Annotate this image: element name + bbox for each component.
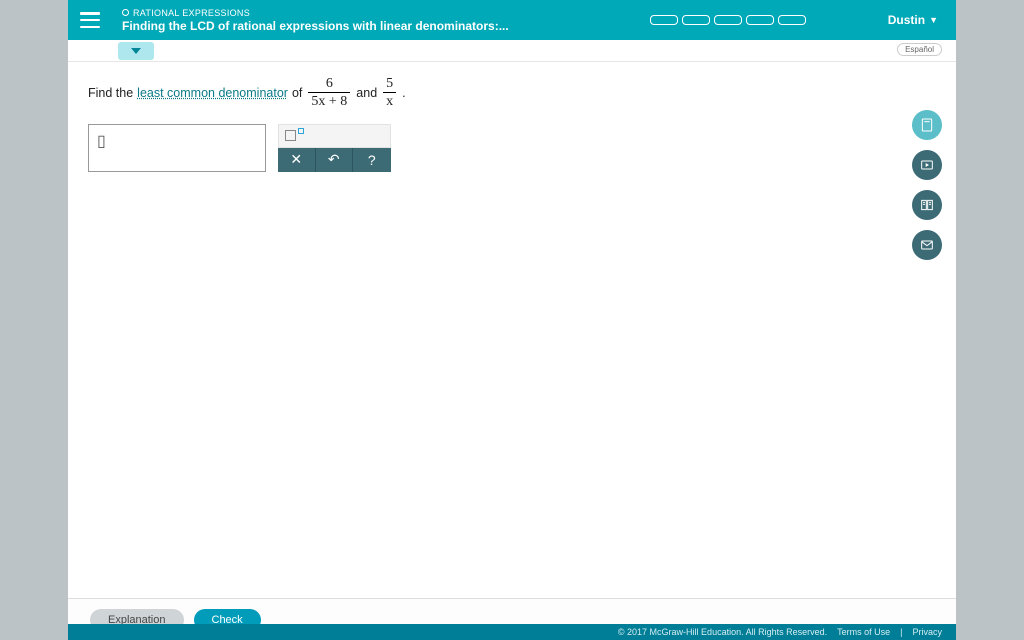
message-icon (919, 237, 935, 253)
fraction-2-den: x (383, 92, 396, 109)
progress-indicator (650, 15, 806, 25)
user-menu[interactable]: Dustin ▼ (888, 13, 938, 27)
video-button[interactable] (912, 150, 942, 180)
calculator-button[interactable] (912, 110, 942, 140)
footer: © 2017 McGraw-Hill Education. All Rights… (68, 624, 956, 640)
privacy-link[interactable]: Privacy (912, 627, 942, 637)
content-area: Find the least common denominator of 6 5… (68, 62, 956, 598)
superscript-box-icon (298, 128, 304, 134)
tool-panel: ✕ ↶ ? (278, 124, 391, 172)
terms-link[interactable]: Terms of Use (837, 627, 890, 637)
breadcrumb-text: RATIONAL EXPRESSIONS (133, 8, 250, 18)
box-icon (285, 130, 296, 141)
espanol-button[interactable]: Español (897, 43, 942, 56)
fraction-2: 5 x (383, 76, 396, 110)
work-row: ✕ ↶ ? (88, 124, 936, 172)
side-tools (912, 110, 942, 260)
tool-buttons: ✕ ↶ ? (278, 148, 391, 172)
title-block: RATIONAL EXPRESSIONS Finding the LCD of … (122, 8, 509, 33)
problem-statement: Find the least common denominator of 6 5… (88, 76, 936, 110)
problem-mid2: and (356, 86, 377, 100)
top-bar: RATIONAL EXPRESSIONS Finding the LCD of … (68, 0, 956, 40)
textbook-icon (919, 197, 935, 213)
undo-button[interactable]: ↶ (316, 148, 354, 172)
app-frame: RATIONAL EXPRESSIONS Finding the LCD of … (68, 0, 956, 640)
hamburger-icon[interactable] (80, 12, 100, 28)
fraction-1-num: 6 (323, 76, 336, 92)
clear-button[interactable]: ✕ (278, 148, 316, 172)
calculator-icon (919, 117, 935, 133)
sub-bar: Español (68, 40, 956, 62)
glossary-link[interactable]: least common denominator (137, 86, 288, 100)
triangle-down-icon (131, 48, 141, 54)
caret-down-icon: ▼ (929, 15, 938, 25)
fraction-1-den: 5x + 8 (308, 92, 350, 109)
problem-mid1: of (292, 86, 302, 100)
fraction-1: 6 5x + 8 (308, 76, 350, 110)
message-button[interactable] (912, 230, 942, 260)
user-name: Dustin (888, 13, 925, 27)
copyright-text: © 2017 McGraw-Hill Education. All Rights… (618, 627, 827, 637)
breadcrumb-dot-icon (122, 9, 129, 16)
help-button[interactable]: ? (353, 148, 391, 172)
exponent-tool[interactable] (278, 124, 391, 148)
answer-input[interactable] (88, 124, 266, 172)
textbook-button[interactable] (912, 190, 942, 220)
problem-prefix: Find the (88, 86, 133, 100)
fraction-2-num: 5 (383, 76, 396, 92)
dropdown-tab[interactable] (118, 42, 154, 60)
problem-suffix: . (402, 86, 405, 100)
video-icon (919, 157, 935, 173)
page-title: Finding the LCD of rational expressions … (122, 19, 509, 33)
breadcrumb: RATIONAL EXPRESSIONS (122, 8, 509, 18)
